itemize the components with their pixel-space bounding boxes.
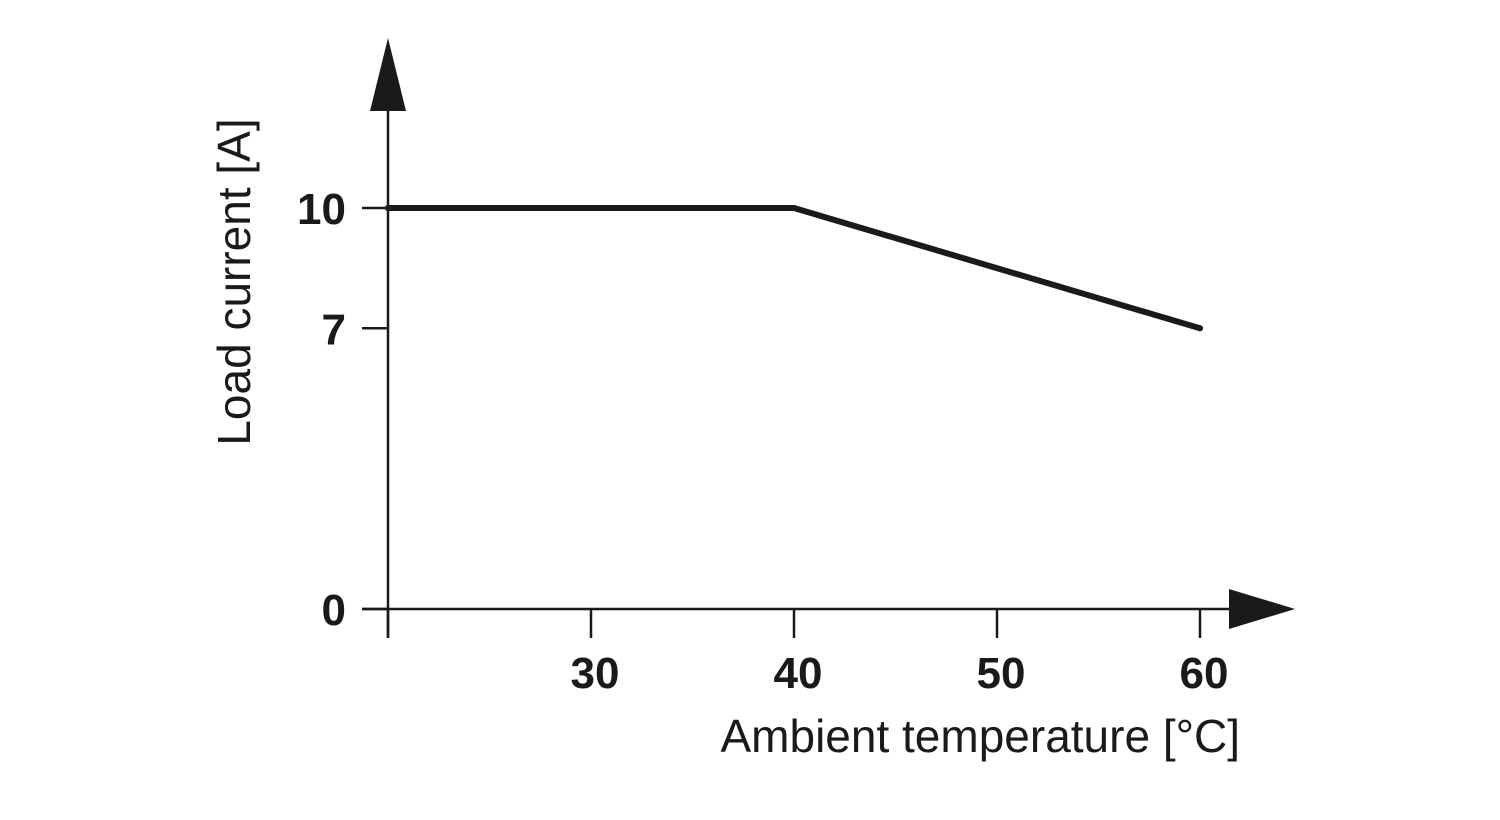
x-tick-label-30: 30 [571, 649, 620, 698]
x-tick-label-40: 40 [774, 649, 823, 698]
y-axis-arrow [370, 38, 406, 111]
ticks: 30 40 50 60 0 7 10 [297, 185, 1228, 698]
y-tick-label-0: 0 [322, 586, 346, 635]
x-axis-arrow [1229, 589, 1295, 629]
y-axis-label: Load current [A] [208, 118, 260, 445]
y-tick-label-10: 10 [297, 185, 346, 234]
data-point-0-0 [385, 205, 391, 211]
x-axis-label: Ambient temperature [°C] [721, 710, 1241, 762]
axes [362, 38, 1295, 638]
data-point-0-1 [791, 205, 797, 211]
x-tick-label-50: 50 [977, 649, 1026, 698]
x-tick-label-60: 60 [1180, 649, 1229, 698]
y-tick-label-7: 7 [322, 305, 346, 354]
series-line-0 [385, 205, 1203, 332]
series [385, 205, 1203, 332]
data-point-0-2 [1197, 325, 1203, 332]
